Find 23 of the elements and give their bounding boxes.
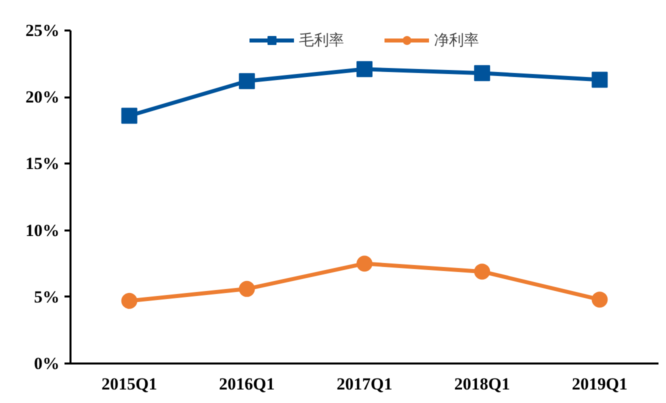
x-tick-label: 2016Q1 — [219, 374, 275, 394]
point — [238, 280, 255, 297]
point — [474, 264, 490, 280]
legend-label: 净利率 — [434, 30, 479, 50]
point — [121, 108, 138, 124]
y-tick-label: 25% — [26, 21, 60, 40]
legend-label: 毛利率 — [299, 30, 344, 50]
y-tick-label: 0% — [34, 354, 60, 373]
x-tick-label: 2017Q1 — [336, 374, 392, 394]
point — [121, 292, 138, 309]
y-tick-label: 5% — [34, 287, 60, 306]
y-tick-label: 10% — [26, 220, 60, 240]
point — [592, 72, 608, 88]
y-tick-label: 20% — [26, 88, 60, 107]
point — [356, 61, 372, 78]
y-tick-label: 15% — [26, 154, 60, 174]
point — [356, 256, 372, 272]
point — [474, 65, 490, 82]
x-tick-label: 2015Q1 — [101, 374, 158, 394]
point — [238, 73, 255, 90]
x-tick-label: 2018Q1 — [454, 374, 510, 394]
x-tick-label: 2019Q1 — [572, 374, 628, 394]
point — [592, 292, 608, 308]
